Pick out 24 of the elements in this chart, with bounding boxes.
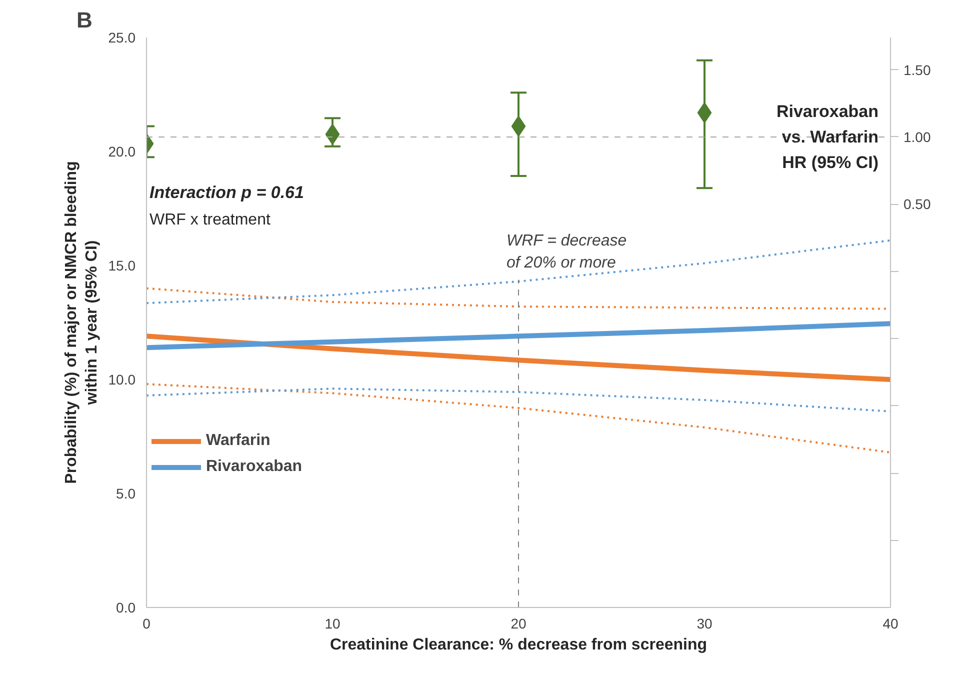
y-tick-label: 5.0	[116, 486, 136, 502]
y-tick-label: 15.0	[108, 258, 136, 274]
y2-tick-label: 1.00	[904, 128, 931, 145]
y-tick-label: 25.0	[108, 30, 136, 46]
y2-tick-label: 1.50	[904, 62, 931, 78]
legend-label: Rivaroxaban	[206, 458, 302, 476]
x-tick-label: 40	[882, 616, 898, 632]
y2-tick-label: 0.50	[904, 196, 931, 212]
y-tick-label: 0.0	[116, 600, 136, 616]
x-tick-label: 0	[142, 616, 151, 632]
ref-line-label: WRF = decrease of 20% or more	[506, 232, 627, 272]
x-tick-label: 20	[510, 616, 526, 632]
annotation: WRF x treatment	[150, 211, 271, 228]
legend-label: Warfarin	[206, 432, 270, 450]
x-axis-title: Creatinine Clearance: % decrease from screening	[330, 636, 708, 654]
chart-title: B	[76, 8, 92, 32]
x-tick-label: 10	[324, 616, 340, 632]
y2-axis-title: Rivaroxaban vs. Warfarin HR (95% CI)	[776, 102, 879, 172]
y-axis-title: Probability (%) of major or NMCR bleeding within 1 year (95% CI)	[62, 161, 100, 484]
y-tick-label: 20.0	[108, 144, 136, 160]
x-tick-label: 30	[696, 616, 712, 632]
y-tick-label: 10.0	[108, 372, 136, 388]
line-series	[146, 383, 890, 454]
annotation: Interaction p = 0.61	[150, 182, 304, 202]
